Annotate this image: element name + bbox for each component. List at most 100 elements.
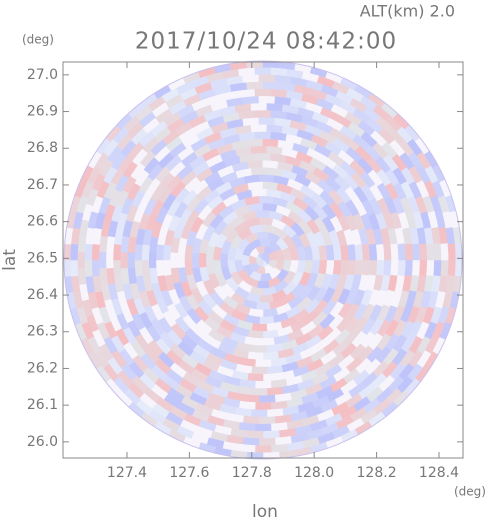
echo-cell [255, 302, 271, 311]
echo-cell [162, 244, 172, 261]
echo-cell [368, 243, 378, 261]
echo-cell [368, 259, 378, 277]
echo-cell [254, 423, 272, 432]
echo-cell [251, 323, 268, 332]
y-axis-label: lat [0, 249, 20, 271]
echo-cell [250, 102, 268, 111]
echo-cell [258, 394, 276, 404]
echo-cell [258, 195, 275, 205]
echo-cell [134, 243, 143, 261]
x-tick-label: 127.8 [232, 465, 272, 481]
echo-cell [254, 131, 272, 140]
echo-cell [141, 243, 151, 261]
echo-cell [383, 243, 392, 261]
echo-cell [411, 243, 421, 261]
x-tick-label: 128.4 [419, 465, 459, 481]
echo-cell [254, 445, 272, 454]
echo-cell [247, 159, 264, 169]
echo-cell [454, 243, 462, 261]
echo-cell [246, 138, 264, 148]
echo-cell [419, 259, 428, 277]
echo-cell [411, 259, 421, 277]
range-ring [63, 60, 463, 460]
echo-cell [134, 259, 143, 277]
echo-cell [91, 259, 100, 277]
echo-cell [162, 259, 172, 276]
echo-cell [254, 66, 272, 75]
echo-cell [176, 251, 186, 269]
echo-cell [254, 402, 272, 411]
x-unit: (deg) [454, 485, 486, 499]
echo-cell [404, 243, 414, 261]
echo-cell [242, 437, 260, 447]
echo-cell [250, 409, 268, 418]
y-tick-label: 26.2 [27, 360, 58, 376]
echo-cell [361, 259, 371, 277]
echo-cell [126, 251, 136, 269]
echo-cell [262, 430, 280, 439]
echo-cell [69, 243, 79, 261]
y-tick-label: 26.4 [27, 287, 58, 303]
echo-cell [246, 372, 264, 382]
y-tick-label: 26.3 [27, 324, 58, 340]
x-tick-label: 127.6 [169, 465, 209, 481]
echo-cell [155, 259, 165, 277]
echo-cell [148, 251, 157, 269]
echo-cell [141, 259, 151, 277]
echo-cell [247, 351, 264, 361]
echo-cell [258, 174, 275, 183]
echo-cell [112, 259, 122, 277]
echo-field [64, 61, 462, 459]
echo-cell [375, 243, 385, 261]
echo-cell [262, 138, 280, 148]
echo-cell [254, 380, 272, 389]
echo-cell [250, 366, 268, 375]
echo-cell [250, 344, 268, 354]
echo-cell [258, 95, 276, 104]
y-tick-label: 26.0 [27, 434, 58, 450]
echo-cell [426, 243, 435, 261]
echo-cell [262, 81, 280, 90]
echo-cell [440, 259, 450, 277]
echo-cell [169, 251, 178, 269]
y-tick-label: 27.0 [27, 67, 58, 83]
x-tick-label: 128.0 [294, 465, 334, 481]
echo-cell [354, 259, 364, 276]
echo-cell [454, 259, 462, 277]
y-tick-label: 26.6 [27, 214, 58, 230]
echo-cell [419, 243, 428, 261]
x-tick-label: 127.4 [107, 465, 147, 481]
echo-cell [447, 243, 457, 261]
echo-cell [262, 159, 279, 169]
echo-cell [426, 259, 435, 277]
echo-cell [259, 216, 274, 226]
y-tick-label: 26.7 [27, 177, 58, 193]
echo-cell [440, 243, 450, 261]
echo-cell [251, 188, 268, 197]
echo-cell [219, 252, 229, 268]
echo-cell [397, 243, 407, 261]
echo-cell [155, 243, 165, 261]
echo-cell [447, 259, 457, 277]
subtitle: ALT(km) 2.0 [360, 2, 455, 21]
echo-cell [254, 88, 272, 97]
echo-cell [258, 73, 276, 83]
echo-cell [250, 145, 268, 154]
echo-cell [258, 437, 276, 447]
y-tick-label: 26.9 [27, 104, 58, 120]
echo-cell [256, 280, 270, 289]
echo-cell [375, 259, 385, 277]
echo-cell [262, 351, 279, 361]
echo-cell [258, 315, 275, 325]
echo-cell [433, 243, 442, 261]
echo-cell [84, 243, 93, 261]
echo-cell [242, 95, 260, 105]
echo-cell [254, 109, 272, 118]
echo-cell [119, 251, 128, 269]
y-tick-label: 26.5 [27, 250, 58, 266]
echo-cell [397, 259, 407, 277]
echo-cell [64, 259, 72, 277]
echo-cell [258, 116, 276, 126]
echo-cell [250, 387, 268, 397]
